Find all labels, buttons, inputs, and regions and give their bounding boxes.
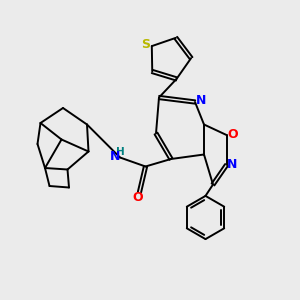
Text: S: S xyxy=(141,38,150,51)
Text: H: H xyxy=(116,147,125,157)
Text: O: O xyxy=(133,191,143,204)
Text: N: N xyxy=(110,150,120,164)
Text: O: O xyxy=(227,128,238,141)
Text: N: N xyxy=(196,94,206,107)
Text: N: N xyxy=(227,158,238,171)
